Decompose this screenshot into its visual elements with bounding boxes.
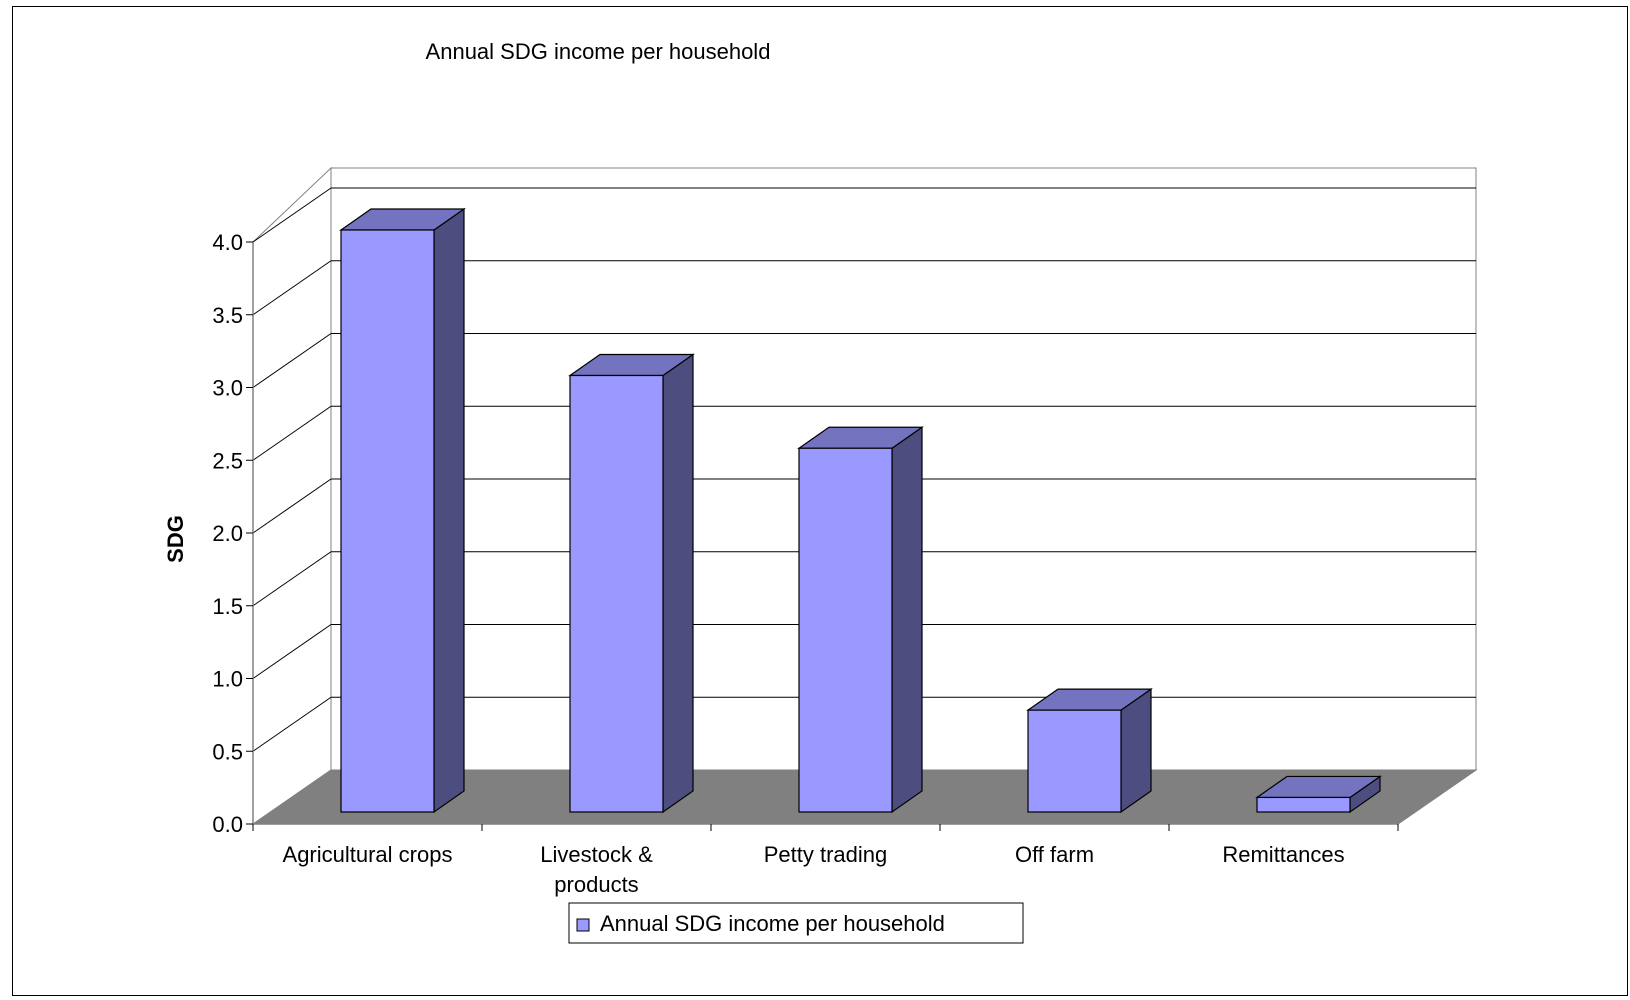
bar-front — [1256, 796, 1351, 813]
floor-right-edge — [1397, 769, 1477, 825]
x-tick-label: Remittances — [1222, 842, 1344, 867]
legend-label: Annual SDG income per household — [600, 911, 945, 936]
x-tick-label: Livestock & products — [540, 842, 653, 897]
y-tick-label: 2.5 — [212, 448, 243, 473]
gridline-side — [252, 187, 332, 243]
legend-swatch — [576, 918, 590, 932]
bar-front — [569, 374, 664, 813]
bar-side — [433, 207, 465, 814]
y-tick-label: 3.5 — [212, 303, 243, 328]
x-axis-ticks: Agricultural crops Livestock & products Pet… — [252, 769, 1477, 897]
bar-chart: Annual SDG income per household SDG 0.00… — [163, 39, 1478, 944]
gridline-side — [252, 478, 332, 534]
bar-front — [340, 229, 435, 813]
bar — [797, 426, 924, 814]
bar — [1255, 775, 1382, 814]
legend: Annual SDG income per household — [568, 902, 1024, 944]
bars — [339, 207, 1382, 814]
chart-frame: Annual SDG income per household SDG 0.0 0… — [12, 6, 1628, 996]
gridline-side — [252, 696, 332, 752]
gridline-side — [252, 260, 332, 316]
bar-front — [798, 447, 893, 813]
y-tick-label: 3.0 — [212, 376, 243, 401]
bar-front — [1027, 709, 1122, 813]
bar — [568, 353, 695, 814]
legend-box — [568, 902, 1024, 944]
side-wall — [252, 166, 332, 825]
gridline-side — [252, 405, 332, 461]
y-tick-label: 0.0 — [212, 812, 243, 837]
x-tick-label: Agricultural crops — [283, 842, 453, 867]
gridline-side — [252, 624, 332, 679]
gridline-side — [252, 551, 332, 607]
gridline-side — [252, 333, 332, 388]
bar — [1026, 687, 1153, 814]
y-tick-label: 1.0 — [212, 667, 243, 692]
bar-side — [891, 426, 923, 814]
y-tick-label: 4.0 — [212, 230, 243, 255]
chart-title: Annual SDG income per household — [426, 39, 771, 64]
y-tick-label: 0.5 — [212, 739, 243, 764]
y-tick-label: 1.5 — [212, 594, 243, 619]
y-axis-label: SDG — [163, 515, 188, 563]
y-tick-label: 2.0 — [212, 521, 243, 546]
x-tick-label: Petty trading — [764, 842, 888, 867]
bar-side — [662, 353, 694, 814]
bar — [339, 207, 466, 814]
y-axis-ticks: 0.0 0.5 1.0 1.5 2.0 2.5 3.0 3.5 4.0 — [212, 230, 254, 837]
x-tick-label: Off farm — [1015, 842, 1094, 867]
